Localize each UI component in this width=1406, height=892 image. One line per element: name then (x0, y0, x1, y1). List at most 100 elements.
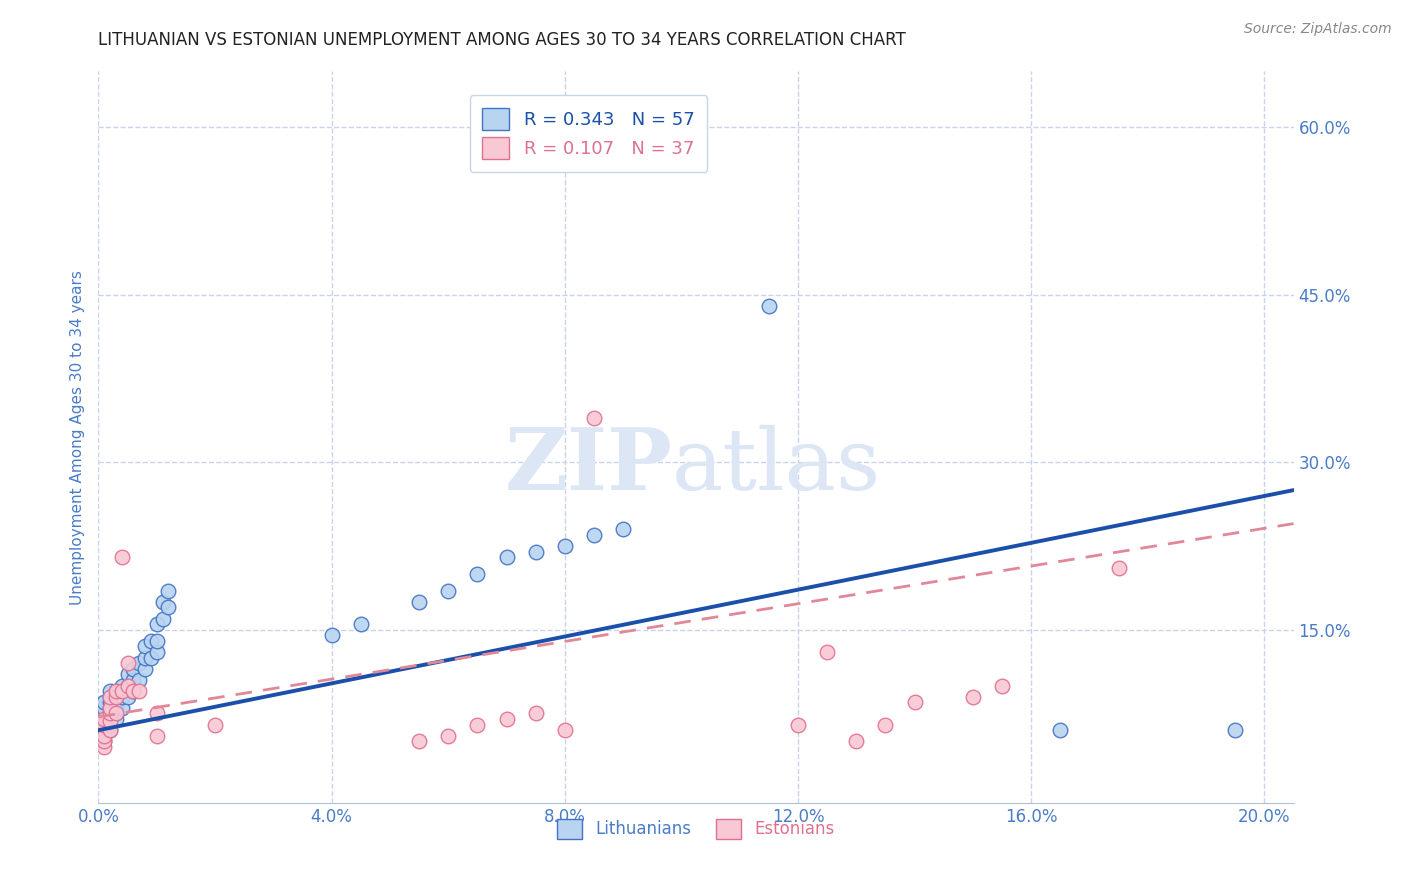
Text: ZIP: ZIP (505, 425, 672, 508)
Point (93, 717, 115, 731)
Point (321, 628, 343, 642)
Point (111, 701, 134, 715)
Point (145, 617, 167, 632)
Point (98, 695, 121, 709)
Point (122, 673, 145, 687)
Point (111, 679, 134, 693)
Point (117, 679, 139, 693)
Point (612, 522, 634, 536)
Point (758, 299, 780, 313)
Point (117, 679, 139, 693)
Point (524, 706, 547, 721)
Point (134, 640, 156, 654)
Legend: Lithuanians, Estonians: Lithuanians, Estonians (550, 812, 842, 846)
Point (495, 712, 517, 726)
Point (350, 617, 373, 632)
Point (117, 657, 139, 671)
Point (98, 690, 121, 704)
Point (93, 710, 115, 724)
Point (122, 662, 145, 676)
Point (117, 690, 139, 704)
Point (128, 673, 150, 687)
Point (1108, 561, 1130, 575)
Point (104, 706, 127, 721)
Point (145, 729, 167, 743)
Point (93, 729, 115, 743)
Point (111, 684, 134, 698)
Point (122, 684, 145, 698)
Point (98, 706, 121, 721)
Point (437, 583, 460, 598)
Point (98, 714, 121, 729)
Point (787, 717, 810, 731)
Point (98, 723, 121, 738)
Point (98, 701, 121, 715)
Point (98, 717, 121, 731)
Point (134, 662, 156, 676)
Point (145, 645, 167, 659)
Point (93, 712, 115, 726)
Point (903, 695, 925, 709)
Point (98, 684, 121, 698)
Point (128, 684, 150, 698)
Text: atlas: atlas (672, 425, 882, 508)
Point (554, 723, 576, 738)
Point (93, 729, 115, 743)
Point (962, 690, 984, 704)
Text: LITHUANIAN VS ESTONIAN UNEMPLOYMENT AMONG AGES 30 TO 34 YEARS CORRELATION CHART: LITHUANIAN VS ESTONIAN UNEMPLOYMENT AMON… (98, 31, 907, 49)
Point (104, 695, 127, 709)
Point (467, 566, 489, 581)
Point (845, 734, 868, 748)
Point (139, 650, 162, 665)
Point (145, 633, 167, 648)
Point (93, 706, 115, 721)
Point (1225, 723, 1247, 738)
Point (93, 701, 115, 715)
Point (111, 690, 134, 704)
Point (152, 595, 174, 609)
Point (93, 734, 115, 748)
Text: Source: ZipAtlas.com: Source: ZipAtlas.com (1244, 22, 1392, 37)
Point (524, 544, 547, 558)
Point (111, 684, 134, 698)
Point (991, 679, 1014, 693)
Point (408, 734, 430, 748)
Point (152, 611, 174, 625)
Point (98, 690, 121, 704)
Point (93, 723, 115, 738)
Point (128, 657, 150, 671)
Point (495, 550, 517, 565)
Point (467, 717, 489, 731)
Point (204, 717, 226, 731)
Point (98, 723, 121, 738)
Point (408, 595, 430, 609)
Point (104, 701, 127, 715)
Point (111, 550, 134, 565)
Point (134, 650, 156, 665)
Point (104, 684, 127, 698)
Point (582, 528, 605, 542)
Point (93, 734, 115, 748)
Point (117, 667, 139, 681)
Point (815, 645, 838, 659)
Point (104, 690, 127, 704)
Point (93, 695, 115, 709)
Point (157, 583, 180, 598)
Point (98, 712, 121, 726)
Point (157, 600, 180, 615)
Point (104, 712, 127, 726)
Point (93, 712, 115, 726)
Point (145, 706, 167, 721)
Point (554, 539, 576, 553)
Point (122, 684, 145, 698)
Point (98, 701, 121, 715)
Point (98, 706, 121, 721)
Point (104, 706, 127, 721)
Point (1049, 723, 1071, 738)
Point (93, 717, 115, 731)
Point (139, 633, 162, 648)
Point (93, 739, 115, 754)
Point (875, 717, 897, 731)
Point (104, 684, 127, 698)
Y-axis label: Unemployment Among Ages 30 to 34 years: Unemployment Among Ages 30 to 34 years (69, 269, 84, 605)
